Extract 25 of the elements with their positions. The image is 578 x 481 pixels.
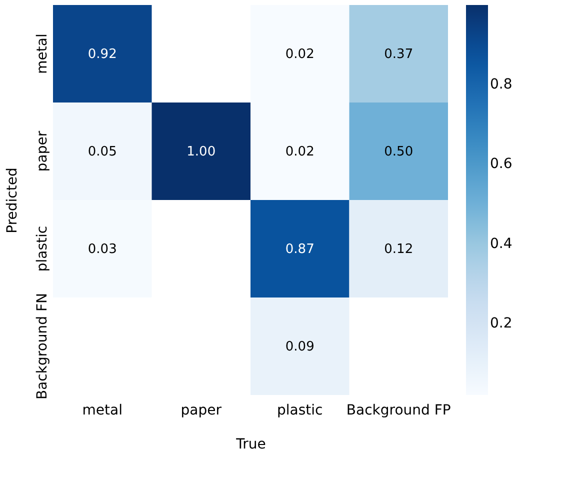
data-label: 0.12: [384, 242, 414, 257]
x-axis-title: True: [235, 436, 266, 452]
data-label: 0.05: [88, 144, 117, 160]
y-tick-label: plastic: [34, 226, 50, 272]
y-tick-label: paper: [34, 130, 50, 172]
data-label: 0.50: [384, 144, 414, 160]
y-axis-title: Predicted: [4, 168, 20, 234]
data-label: 1.00: [186, 144, 216, 160]
data-label: 0.87: [285, 242, 314, 257]
y-tick-label: metal: [34, 34, 50, 74]
y-tick-label: Background FN: [34, 293, 50, 400]
color-bar-label: 0.2: [490, 315, 512, 332]
x-tick-label: Background FP: [346, 402, 451, 418]
color-bar-label: 0.6: [490, 156, 512, 172]
x-tick-label: metal: [82, 402, 122, 418]
data-label: 0.92: [88, 46, 117, 62]
data-label: 0.02: [285, 46, 314, 62]
x-tick-label: paper: [180, 402, 222, 418]
data-label: 0.03: [88, 242, 117, 257]
x-tick-label: plastic: [277, 402, 323, 418]
color-bar-label: 0.8: [490, 76, 512, 93]
data-label: 0.09: [285, 339, 314, 354]
color-bar-label: 0.4: [490, 236, 512, 252]
data-label: 0.37: [384, 46, 414, 62]
data-label: 0.02: [285, 144, 314, 160]
